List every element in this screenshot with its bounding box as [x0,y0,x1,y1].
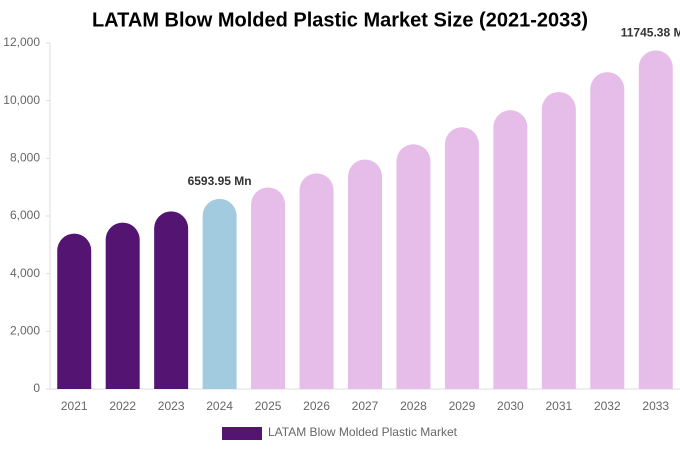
x-tick-label: 2023 [158,399,185,413]
y-tick-label: 10,000 [3,93,40,107]
x-tick-label: 2030 [497,399,524,413]
bar [202,198,237,389]
data-label: 6593.95 Mn [188,174,252,188]
x-tick-label: 2027 [352,399,379,413]
data-label: 11745.38 Mn [621,26,680,40]
bar [638,50,673,389]
bar [541,92,576,390]
y-tick-label: 0 [33,381,40,395]
bar [154,211,189,389]
x-tick-label: 2029 [449,399,476,413]
y-tick-label: 8,000 [10,151,40,165]
chart-title: LATAM Blow Molded Plastic Market Size (2… [92,9,588,31]
legend-label: LATAM Blow Molded Plastic Market [268,425,458,439]
x-tick-label: 2028 [400,399,427,413]
x-tick-label: 2022 [109,399,136,413]
bar [299,173,334,389]
bar [251,187,286,389]
x-tick-label: 2025 [255,399,282,413]
bar [57,233,92,389]
x-tick-label: 2021 [61,399,88,413]
y-tick-label: 4,000 [10,266,40,280]
x-tick-label: 2031 [545,399,572,413]
bar [348,159,382,389]
legend-swatch [222,427,262,440]
y-tick-label: 6,000 [10,208,40,222]
y-tick-label: 12,000 [3,35,40,49]
bar [444,127,479,389]
x-tick-label: 2032 [594,399,621,413]
y-tick-label: 2,000 [10,324,40,338]
x-tick-label: 2024 [206,399,233,413]
bar [590,72,625,389]
x-tick-label: 2026 [303,399,330,413]
bar [396,144,431,389]
bar [493,110,528,390]
bar [105,222,140,389]
x-tick-label: 2033 [642,399,669,413]
